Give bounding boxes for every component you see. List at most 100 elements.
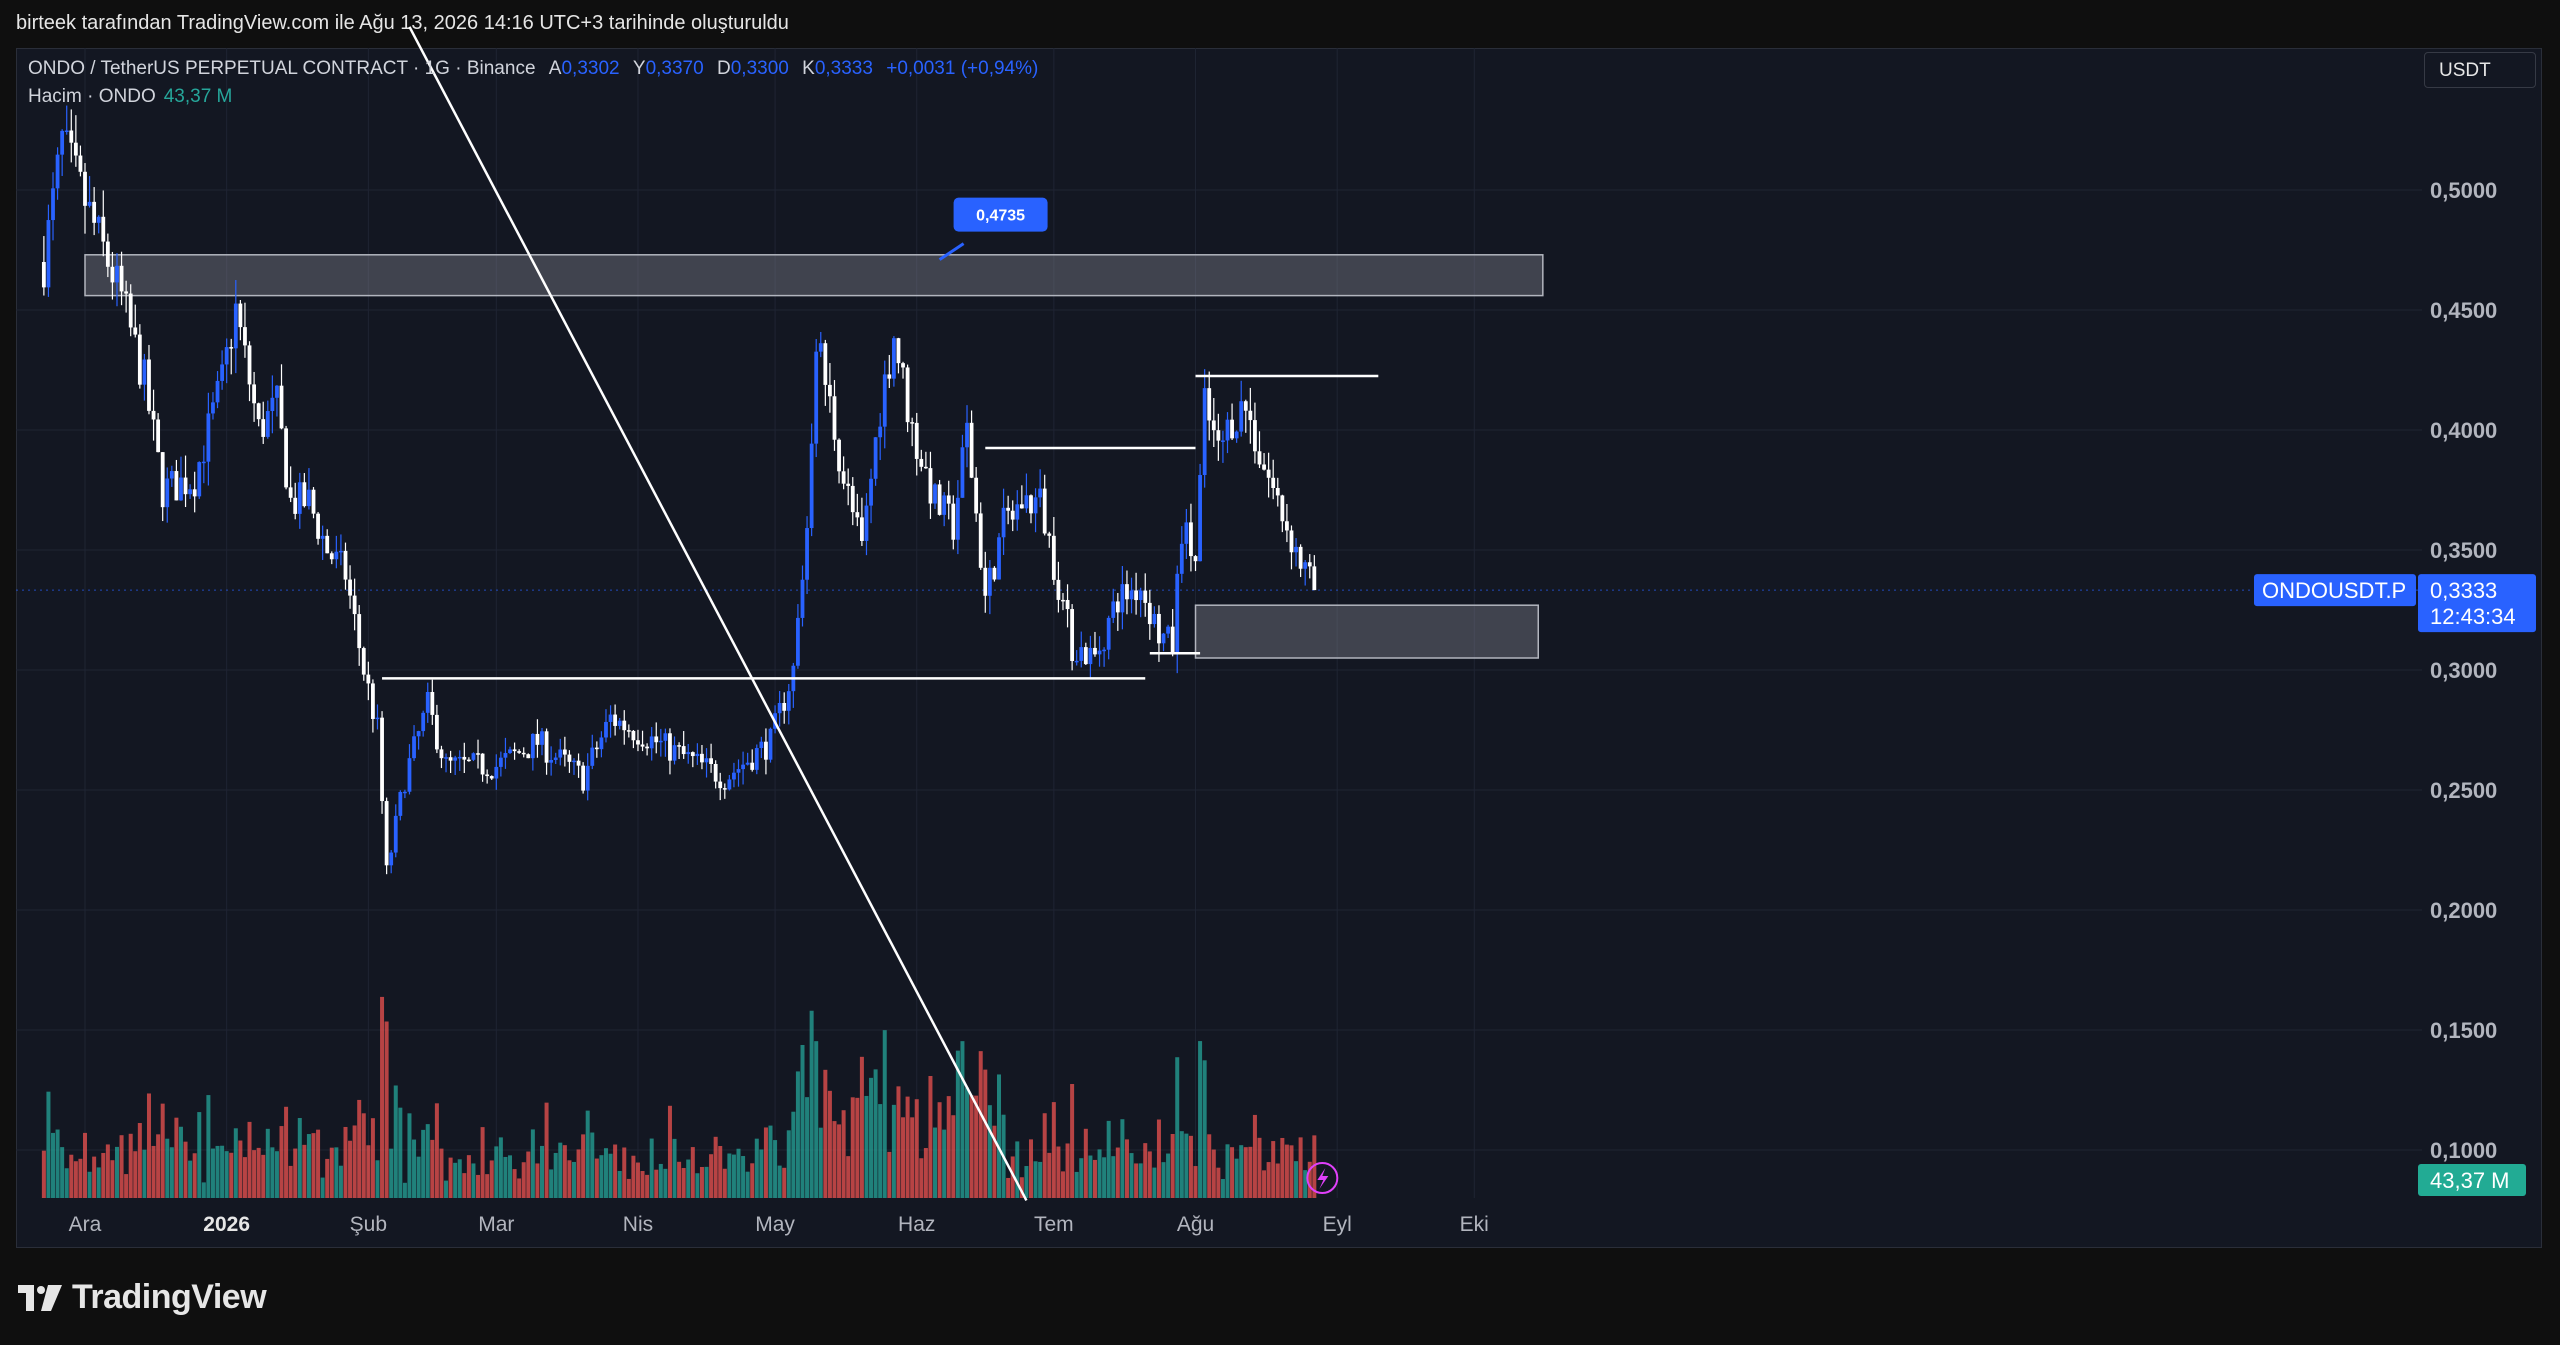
- candle-body: [535, 733, 540, 745]
- volume-bar: [110, 1160, 115, 1198]
- volume-bar: [174, 1117, 179, 1198]
- volume-bar: [1065, 1143, 1070, 1198]
- candle-body: [1184, 522, 1189, 544]
- volume-bar: [366, 1145, 371, 1198]
- volume-bar: [567, 1160, 572, 1198]
- candle-body: [572, 760, 576, 763]
- volume-bar: [210, 1148, 215, 1198]
- candle-body: [1088, 647, 1093, 665]
- volume-label[interactable]: Hacim · ONDO: [28, 86, 156, 107]
- candle-body: [1024, 495, 1029, 509]
- callout-label: 0,4735: [976, 208, 1025, 225]
- candle-body: [64, 130, 69, 133]
- candle-body: [265, 411, 270, 437]
- volume-bar: [846, 1156, 851, 1198]
- candle-body: [466, 759, 471, 762]
- tradingview-logo[interactable]: TradingView: [18, 1278, 267, 1317]
- volume-bar: [617, 1170, 622, 1198]
- volume-bar: [1193, 1166, 1198, 1198]
- candle-body: [439, 749, 444, 759]
- volume-bar: [1166, 1153, 1171, 1198]
- volume-bar: [859, 1056, 864, 1198]
- candle-body: [645, 746, 650, 749]
- candle-body: [965, 422, 969, 448]
- candle-body: [622, 720, 627, 731]
- volume-bar: [974, 1095, 979, 1198]
- volume-bar: [87, 1171, 92, 1198]
- volume-bar: [1175, 1057, 1180, 1198]
- candle-body: [983, 567, 988, 596]
- candle-body: [179, 477, 183, 501]
- candle-body: [1198, 475, 1202, 562]
- volume-bar: [480, 1127, 485, 1198]
- volume-bar: [521, 1162, 526, 1198]
- volume-bar: [224, 1151, 229, 1198]
- tradingview-logo-icon: [18, 1284, 62, 1311]
- volume-bar: [910, 1117, 915, 1198]
- volume-bar: [375, 1160, 380, 1198]
- candle-body: [1033, 497, 1038, 514]
- candle-body: [224, 347, 229, 365]
- volume-bar: [832, 1121, 837, 1198]
- volume-bar: [78, 1158, 83, 1198]
- x-tick-label: Eyl: [1323, 1213, 1352, 1236]
- candle-body: [498, 757, 503, 767]
- candle-body: [1042, 488, 1047, 534]
- candle-body: [1303, 562, 1308, 569]
- candle-body: [1102, 649, 1107, 652]
- currency-selector[interactable]: USDT: [2424, 52, 2536, 88]
- volume-bar: [905, 1096, 910, 1198]
- candle-body: [343, 550, 348, 580]
- candle-body: [83, 171, 87, 206]
- candle-body: [969, 422, 974, 478]
- volume-bar: [878, 1104, 883, 1198]
- candle-body: [1083, 647, 1088, 665]
- volume-bar: [302, 1144, 307, 1198]
- volume-bar: [1211, 1149, 1216, 1198]
- candle-body: [201, 461, 206, 464]
- candle-body: [357, 614, 362, 649]
- candle-body: [987, 567, 992, 596]
- volume-bar: [1102, 1157, 1107, 1198]
- candle-body: [1138, 590, 1143, 601]
- volume-bar: [699, 1166, 704, 1198]
- candle-body: [73, 142, 78, 156]
- candle-body: [1253, 420, 1257, 452]
- volume-bar: [114, 1146, 119, 1198]
- volume-bar: [183, 1141, 188, 1198]
- candle-body: [914, 422, 919, 459]
- candle-body: [974, 477, 979, 514]
- candle-body: [745, 762, 750, 765]
- candle-body: [1093, 647, 1097, 655]
- candle-body: [1143, 590, 1148, 603]
- volume-bar: [937, 1102, 942, 1198]
- symbol-title[interactable]: ONDO / TetherUS PERPETUAL CONTRACT · 1G …: [28, 58, 536, 79]
- volume-bar: [837, 1124, 842, 1198]
- candle-body: [978, 513, 983, 568]
- candle-body: [270, 397, 275, 412]
- volume-bar: [1006, 1177, 1011, 1198]
- candle-body: [1280, 495, 1285, 522]
- candle-body: [252, 384, 256, 404]
- volume-bar: [96, 1167, 101, 1198]
- volume-legend: Hacim · ONDO 43,37 M: [28, 86, 232, 108]
- candle-body: [105, 241, 110, 267]
- volume-bar: [261, 1154, 266, 1198]
- candle-body: [329, 553, 334, 560]
- chart-pane[interactable]: [16, 48, 2542, 1248]
- volume-bar: [965, 1087, 970, 1198]
- volume-bar: [1188, 1135, 1193, 1198]
- candle-body: [325, 535, 330, 554]
- candle-body: [1262, 464, 1266, 470]
- candle-body: [1298, 546, 1303, 569]
- volume-bar: [137, 1123, 142, 1198]
- volume-bar: [1138, 1163, 1143, 1198]
- candle-body: [1189, 522, 1193, 557]
- candle-body: [832, 396, 837, 440]
- volume-bar: [1152, 1167, 1157, 1198]
- volume-bar: [951, 1115, 956, 1198]
- candle-body: [1134, 590, 1138, 601]
- candle-body: [46, 220, 51, 288]
- volume-bar: [1234, 1158, 1239, 1198]
